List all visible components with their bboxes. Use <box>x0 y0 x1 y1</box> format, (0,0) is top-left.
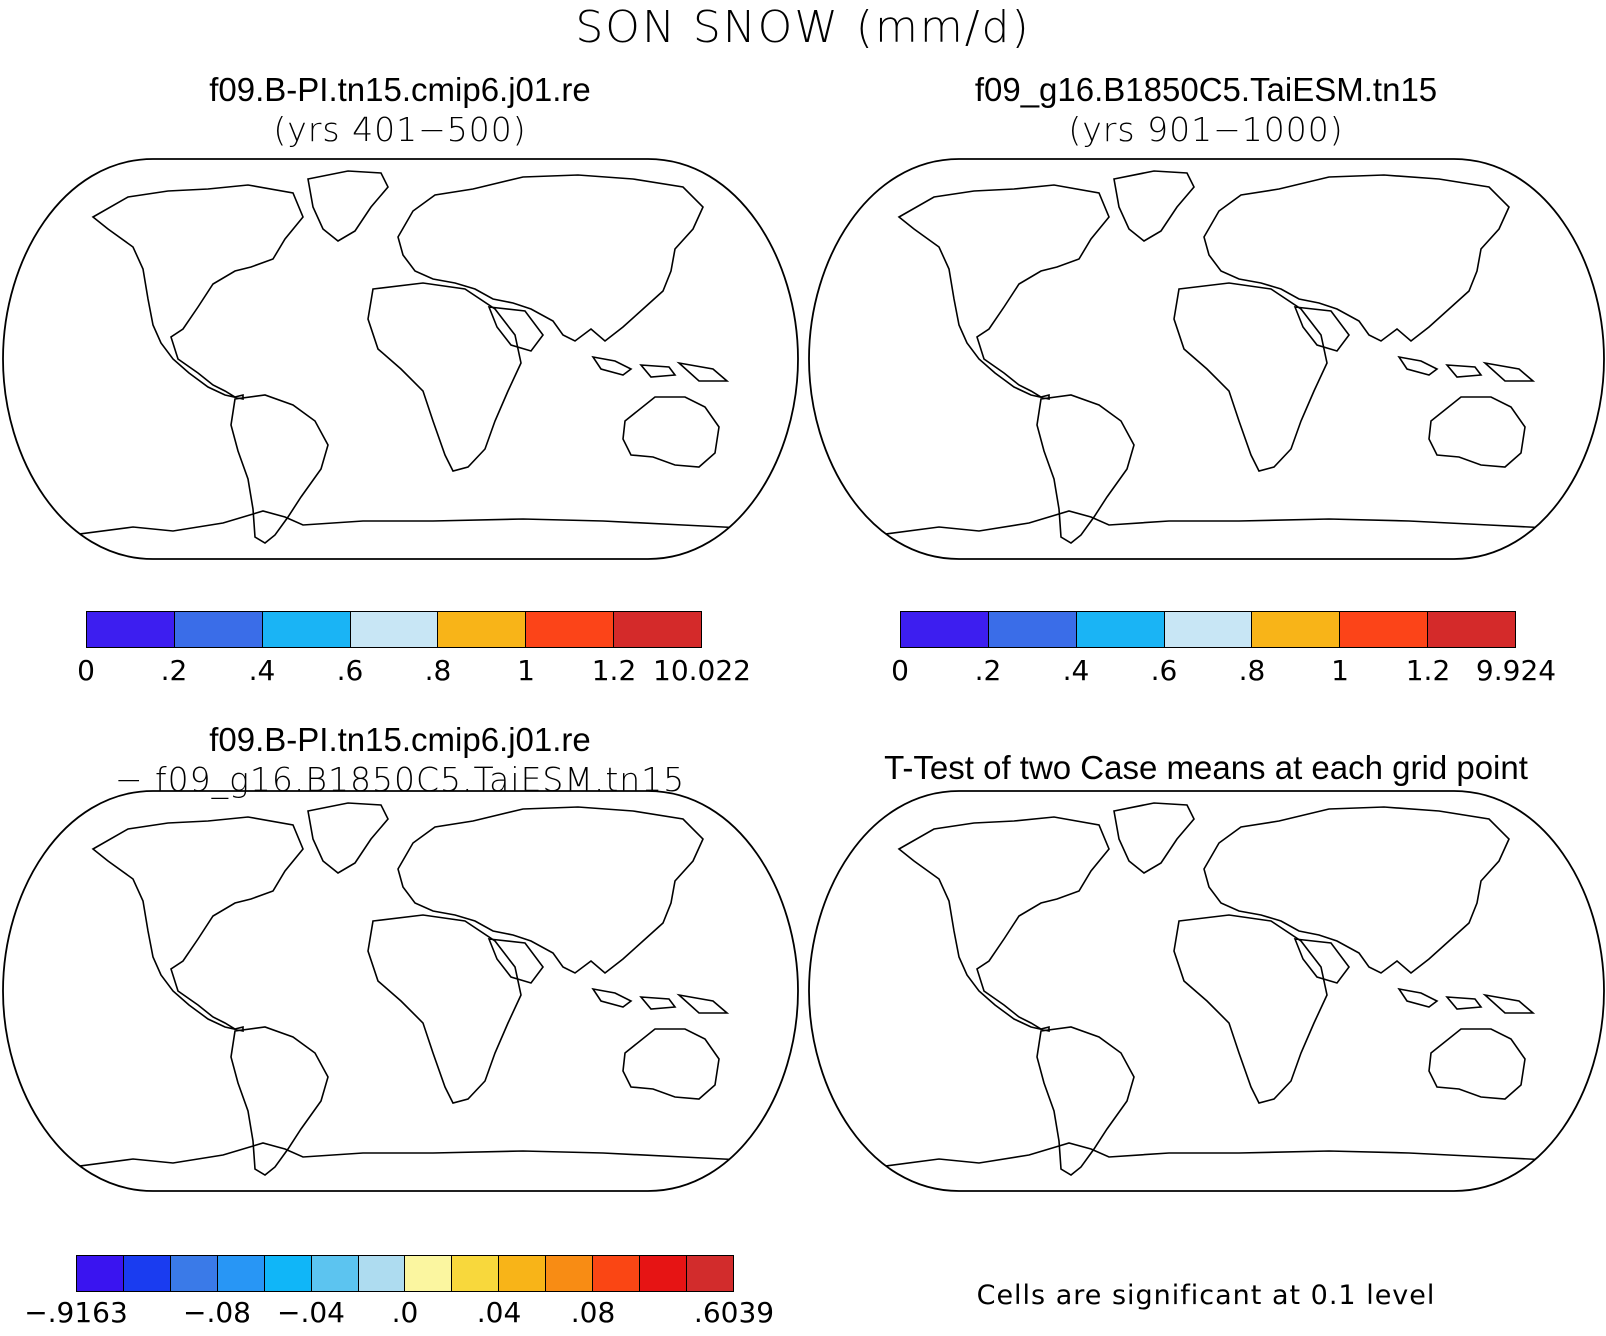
colorbar3-tick-4: .04 <box>476 1296 522 1329</box>
panel3-subtitle: − f09_g16.B1850C5.TaiESM.tn15 <box>114 760 686 799</box>
colorbar3-swatch-5 <box>311 1256 359 1291</box>
map2-field <box>809 159 1604 559</box>
map1-field <box>3 159 798 559</box>
colorbar2-tick-4: .8 <box>1238 654 1266 687</box>
colorbar-ticks-panel1: 0 .2 .4 .6 .8 1 1.2 10.022 <box>77 654 751 694</box>
panel2-title-block: f09_g16.B1850C5.TaiESM.tn15 (yrs 901−100… <box>806 70 1606 150</box>
panel4-title: T-Test of two Case means at each grid po… <box>884 749 1528 786</box>
colorbar1-tick-1: .2 <box>160 654 188 687</box>
figure-title: SON SNOW (mm/d) <box>575 2 1031 53</box>
map3-border <box>2 790 799 1192</box>
map-panel4 <box>808 790 1605 1192</box>
colorbar-panel1 <box>86 611 702 648</box>
map4-border <box>808 790 1605 1192</box>
colorbar1-swatch-1 <box>174 612 263 647</box>
colorbar2-tick-7: 9.924 <box>1475 654 1557 687</box>
colorbar2-swatch-4 <box>1252 612 1341 647</box>
colorbar2-swatch-6 <box>1428 612 1516 647</box>
colorbar3-swatch-7 <box>405 1256 453 1291</box>
colorbar3-swatch-3 <box>217 1256 265 1291</box>
colorbar3-swatch-2 <box>170 1256 218 1291</box>
colorbar3-swatch-8 <box>452 1256 500 1291</box>
colorbar2-swatch-5 <box>1340 612 1429 647</box>
colorbar3-tick-1: −.08 <box>183 1296 251 1329</box>
colorbar3-swatch-11 <box>593 1256 641 1291</box>
colorbar3-tick-2: −.04 <box>277 1296 345 1329</box>
colorbar1-tick-2: .4 <box>248 654 276 687</box>
colorbar1-swatch-3 <box>350 612 439 647</box>
colorbar2-swatch-3 <box>1164 612 1253 647</box>
map-panel1 <box>2 158 799 560</box>
colorbar1-tick-4: .8 <box>424 654 452 687</box>
map-panel3 <box>2 790 799 1192</box>
colorbar2-swatch-2 <box>1076 612 1165 647</box>
colorbar3-swatch-9 <box>499 1256 547 1291</box>
map-panel2 <box>808 158 1605 560</box>
colorbar3-tick-6: .6039 <box>693 1296 775 1329</box>
colorbar3-swatch-0 <box>77 1256 124 1291</box>
colorbar2-tick-6: 1.2 <box>1405 654 1451 687</box>
panel3-title: f09.B-PI.tn15.cmip6.j01.re <box>209 721 591 758</box>
significance-note: Cells are significant at 0.1 level <box>976 1280 1436 1311</box>
colorbar2-tick-2: .4 <box>1062 654 1090 687</box>
colorbar2-tick-5: 1 <box>1331 654 1349 687</box>
colorbar1-swatch-4 <box>438 612 527 647</box>
colorbar3-swatch-4 <box>264 1256 312 1291</box>
colorbar-ticks-panel2: 0 .2 .4 .6 .8 1 1.2 9.924 <box>891 654 1556 694</box>
colorbar3-swatch-10 <box>546 1256 594 1291</box>
panel3-title-block: f09.B-PI.tn15.cmip6.j01.re − f09_g16.B18… <box>0 720 800 800</box>
colorbar1-tick-0: 0 <box>77 654 95 687</box>
map2-border <box>808 158 1605 560</box>
colorbar-panel3 <box>76 1255 734 1292</box>
colorbar1-swatch-0 <box>87 612 175 647</box>
colorbar3-tick-0: −.9163 <box>24 1296 128 1329</box>
colorbar1-swatch-2 <box>262 612 351 647</box>
panel1-title-block: f09.B-PI.tn15.cmip6.j01.re (yrs 401−500) <box>0 70 800 150</box>
colorbar2-tick-1: .2 <box>974 654 1002 687</box>
colorbar2-swatch-1 <box>988 612 1077 647</box>
colorbar1-swatch-6 <box>614 612 702 647</box>
map4-field <box>809 803 1604 1176</box>
panel2-title: f09_g16.B1850C5.TaiESM.tn15 <box>974 71 1438 108</box>
colorbar3-tick-3: .0 <box>391 1296 419 1329</box>
panel2-subtitle: (yrs 901−1000) <box>1068 110 1344 149</box>
colorbar1-tick-6: 1.2 <box>591 654 637 687</box>
colorbar3-swatch-12 <box>640 1256 687 1291</box>
colorbar2-tick-0: 0 <box>891 654 909 687</box>
map3-field <box>3 791 798 1191</box>
colorbar-ticks-panel3: −.9163 −.08 −.04 .0 .04 .08 .6039 <box>24 1296 774 1336</box>
map1-border <box>2 158 799 560</box>
colorbar3-swatch-1 <box>123 1256 171 1291</box>
colorbar-panel2 <box>900 611 1516 648</box>
colorbar3-swatch-13 <box>686 1256 733 1291</box>
panel4-title-block: T-Test of two Case means at each grid po… <box>806 748 1606 788</box>
colorbar1-tick-3: .6 <box>336 654 364 687</box>
colorbar3-swatch-6 <box>358 1256 406 1291</box>
colorbar1-tick-5: 1 <box>517 654 535 687</box>
colorbar2-swatch-0 <box>901 612 989 647</box>
colorbar1-tick-7: 10.022 <box>653 654 751 687</box>
colorbar2-tick-3: .6 <box>1150 654 1178 687</box>
panel1-subtitle: (yrs 401−500) <box>273 110 527 149</box>
panel1-title: f09.B-PI.tn15.cmip6.j01.re <box>209 71 591 108</box>
colorbar3-tick-5: .08 <box>570 1296 616 1329</box>
colorbar1-swatch-5 <box>526 612 615 647</box>
